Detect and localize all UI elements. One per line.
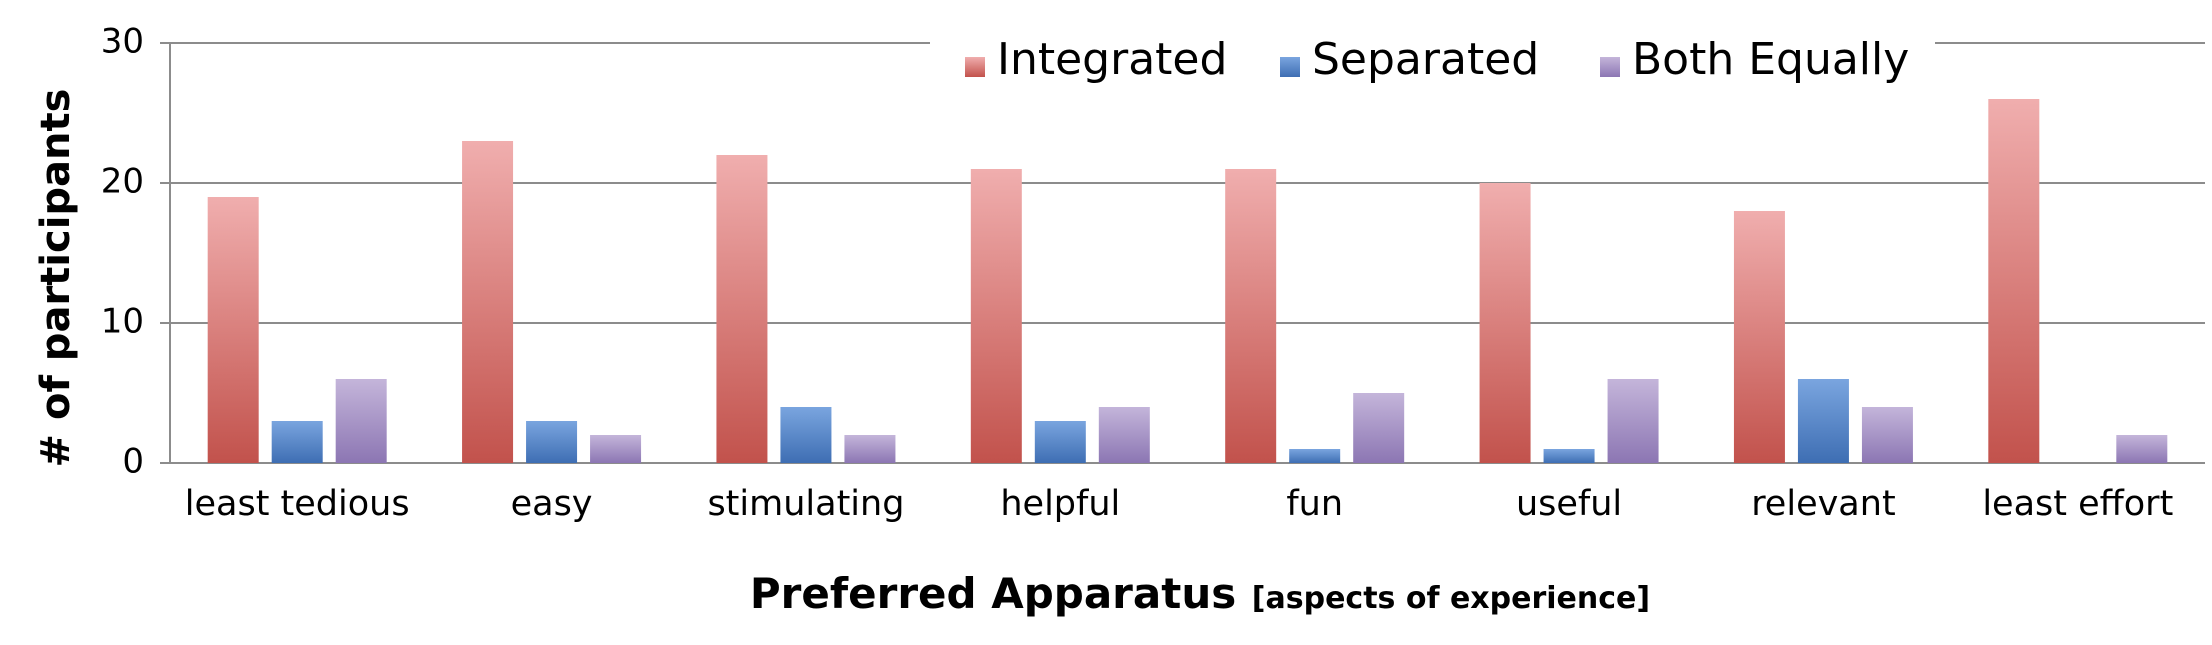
bar-integrated-least-tedious [207,197,259,463]
bar-both-equally-useful [1607,379,1659,463]
bar-integrated-helpful [970,169,1022,463]
x-tick-label: easy [511,484,593,524]
legend-label-integrated: Integrated [997,34,1227,85]
y-tick-label: 0 [122,442,144,482]
bar-separated-useful [1543,449,1595,463]
bar-both-equally-relevant [1861,407,1913,463]
legend-label-separated: Separated [1312,34,1539,85]
legend-label-both-equally: Both Equally [1632,34,1909,85]
y-tick-label: 20 [101,162,144,202]
bars [207,99,2168,463]
bar-integrated-stimulating [716,155,768,463]
bar-integrated-useful [1479,183,1531,463]
legend-background [930,30,1935,108]
legend-swatch-both-equally [1600,57,1620,77]
legend-swatch-integrated [965,57,985,77]
tick-labels: 0 10 20 30 least tedious easy stimulating helpf… [101,22,2174,525]
x-tick-label: relevant [1751,484,1895,524]
x-tick-label: useful [1516,484,1622,524]
legend-swatch-separated [1280,57,1300,77]
x-tick-label: helpful [1000,484,1120,524]
bar-separated-easy [526,421,578,463]
bar-separated-relevant [1797,379,1849,463]
y-tick-label: 30 [101,22,144,62]
x-tick-label: least effort [1982,484,2173,524]
y-axis-label: # of participants [33,89,79,468]
legend: Integrated Separated Both Equally [930,30,1935,108]
bar-both-equally-fun [1353,393,1405,463]
bar-separated-fun [1289,449,1341,463]
bar-integrated-least-effort [1988,99,2040,463]
x-axis-label: Preferred Apparatus [aspects of experien… [750,569,1650,618]
y-tick-label: 10 [101,302,144,342]
x-tick-label: fun [1286,484,1343,524]
bar-separated-helpful [1034,421,1086,463]
bar-both-equally-stimulating [844,435,896,463]
x-axis-label-sub: [aspects of experience] [1252,581,1650,616]
bar-both-equally-least-effort [2116,435,2168,463]
x-tick-label: least tedious [185,484,410,524]
bar-integrated-fun [1225,169,1277,463]
bar-both-equally-helpful [1098,407,1150,463]
bar-separated-least-tedious [271,421,323,463]
bar-both-equally-easy [590,435,642,463]
bar-integrated-relevant [1733,211,1785,463]
x-tick-label: stimulating [707,484,904,524]
bar-integrated-easy [462,141,514,463]
bar-both-equally-least-tedious [335,379,387,463]
x-axis-label-main: Preferred Apparatus [750,569,1236,618]
bar-separated-stimulating [780,407,832,463]
